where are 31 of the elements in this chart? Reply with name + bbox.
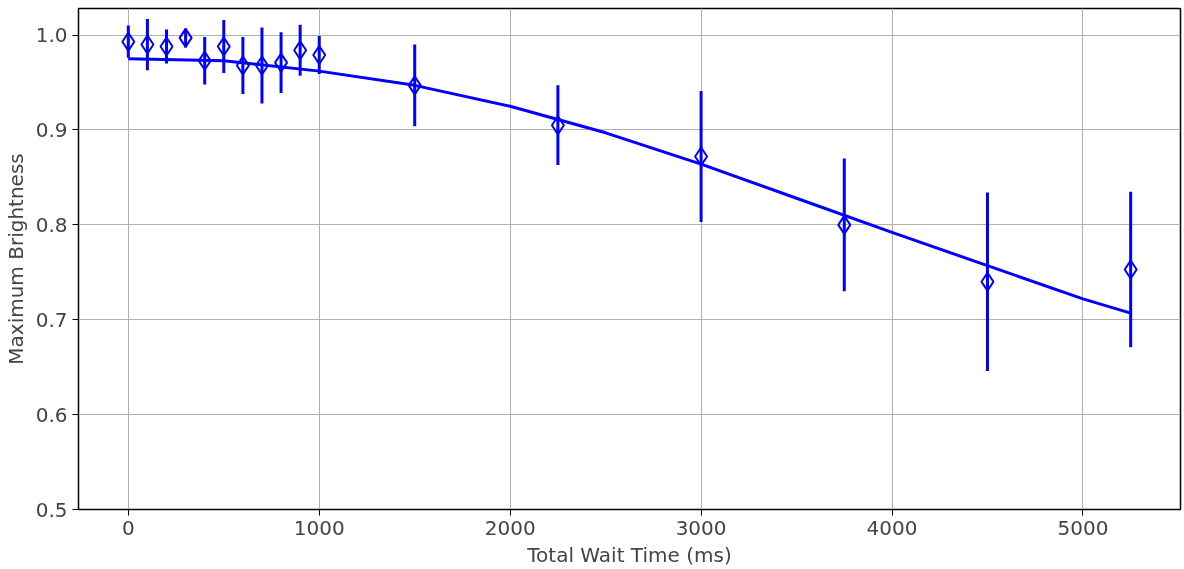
point (694, 146, 709, 167)
point (216, 36, 231, 57)
point (254, 55, 269, 76)
x-tick-label: 3000 (675, 515, 727, 540)
x-tick-label: 4000 (866, 515, 918, 540)
point (140, 34, 155, 55)
point (274, 52, 289, 73)
point (407, 75, 422, 96)
point (837, 214, 852, 235)
y-tick-label: 0.6 (35, 402, 68, 427)
point (312, 44, 327, 65)
point (121, 31, 136, 52)
point (1123, 259, 1138, 280)
y-axis-title: Maximum Brightness (3, 153, 28, 365)
y-tick-label: 0.7 (35, 307, 68, 332)
y-tick-label: 0.5 (35, 497, 68, 522)
point (178, 27, 193, 48)
y-tick-label: 0.9 (35, 117, 68, 142)
point (159, 36, 174, 57)
x-tick-label: 0 (121, 515, 135, 540)
point (197, 50, 212, 71)
point (550, 115, 565, 136)
point (235, 55, 250, 76)
x-tick-label: 1000 (293, 515, 345, 540)
point (980, 271, 995, 292)
x-axis-title: Total Wait Time (ms) (526, 542, 732, 567)
x-tick-label: 2000 (484, 515, 536, 540)
y-tick-label: 1.0 (35, 23, 68, 48)
y-tick-label: 0.8 (35, 212, 68, 237)
point (293, 40, 308, 61)
x-tick-label: 5000 (1057, 515, 1109, 540)
